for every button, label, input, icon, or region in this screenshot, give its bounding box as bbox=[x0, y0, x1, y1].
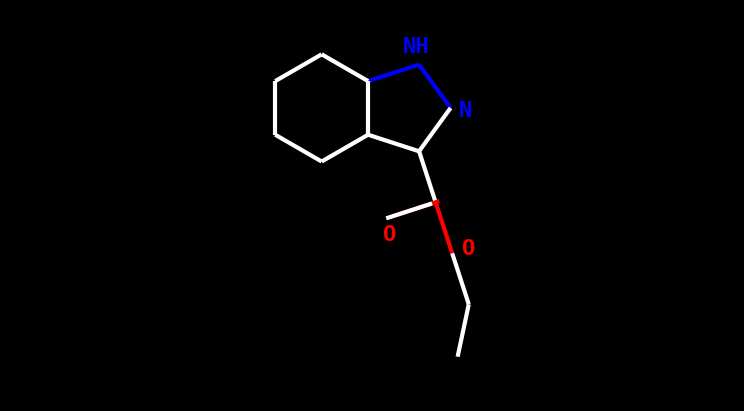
Text: O: O bbox=[462, 239, 475, 259]
Text: O: O bbox=[383, 225, 397, 245]
Text: NH: NH bbox=[403, 37, 430, 56]
Text: N: N bbox=[458, 101, 472, 120]
